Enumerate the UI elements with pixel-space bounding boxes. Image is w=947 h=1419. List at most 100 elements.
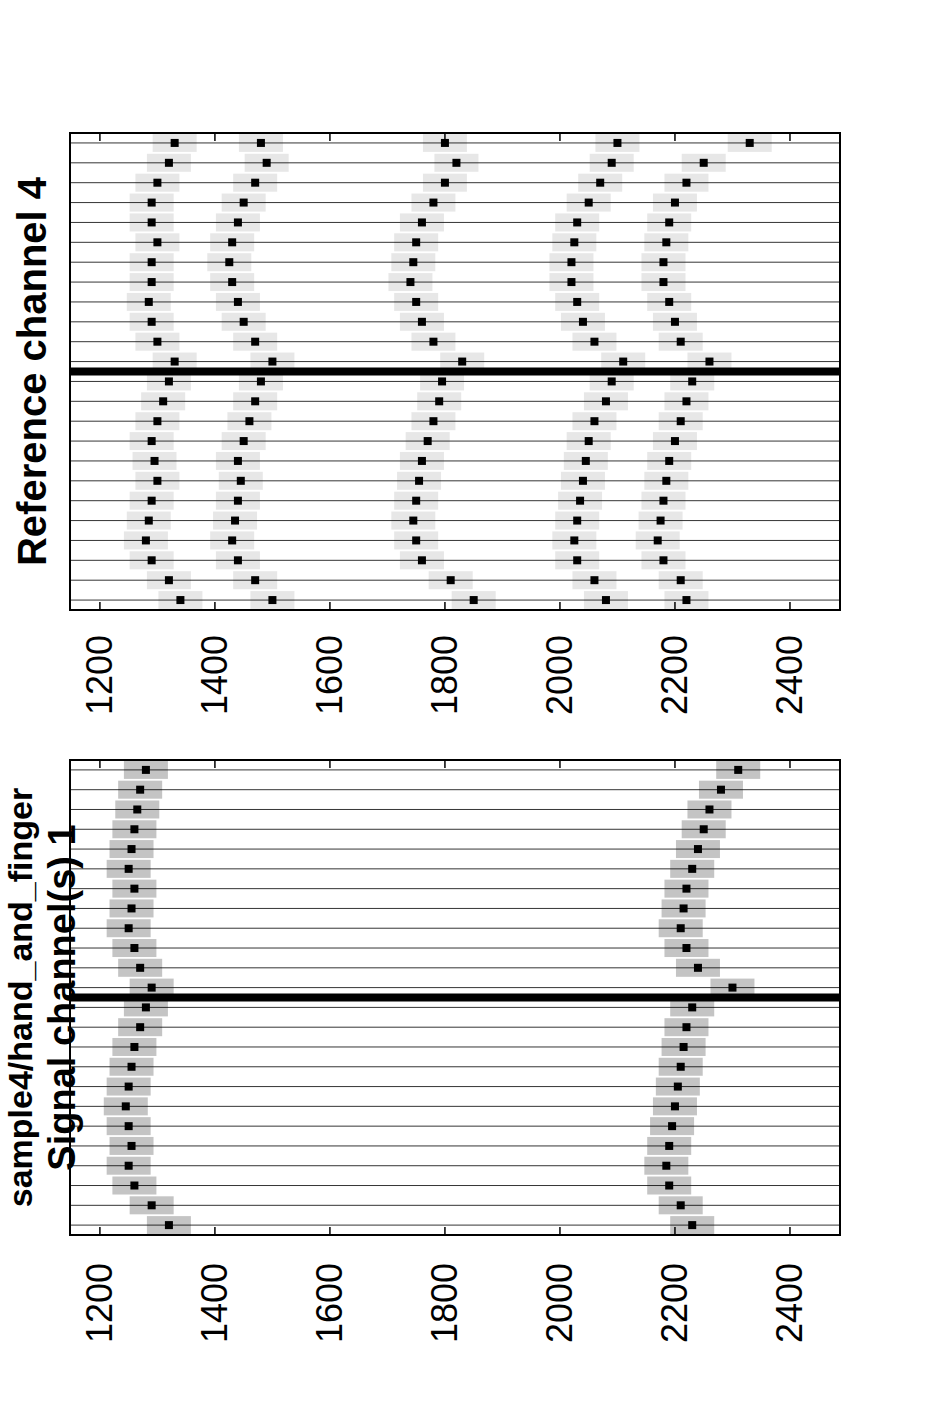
point xyxy=(153,338,161,346)
point xyxy=(148,258,156,266)
grid-line xyxy=(70,1205,840,1206)
point xyxy=(590,417,598,425)
point xyxy=(441,179,449,187)
grid-line xyxy=(70,1007,840,1008)
grid-line xyxy=(70,868,840,869)
point xyxy=(412,238,420,246)
point xyxy=(682,944,690,952)
figure: 1200140016001800200022002400Reference ch… xyxy=(0,0,947,1419)
point xyxy=(133,805,141,813)
point xyxy=(567,278,575,286)
tick xyxy=(444,133,446,141)
point xyxy=(234,457,242,465)
point xyxy=(165,576,173,584)
point xyxy=(746,139,754,147)
point xyxy=(234,497,242,505)
grid-line xyxy=(70,560,840,561)
point xyxy=(677,1201,685,1209)
point xyxy=(148,1201,156,1209)
tick-label: 2400 xyxy=(769,1263,810,1343)
point xyxy=(176,596,184,604)
point xyxy=(418,318,426,326)
point xyxy=(596,179,604,187)
point xyxy=(142,1003,150,1011)
point xyxy=(148,278,156,286)
point xyxy=(268,358,276,366)
grid-line xyxy=(70,1066,840,1067)
grid-line xyxy=(70,361,840,362)
point xyxy=(145,517,153,525)
point xyxy=(257,377,265,385)
point xyxy=(680,904,688,912)
point xyxy=(573,556,581,564)
grid-line xyxy=(70,600,840,601)
tick xyxy=(559,760,561,768)
point xyxy=(452,159,460,167)
point xyxy=(257,139,265,147)
grid-line xyxy=(70,262,840,263)
tick-label: 1400 xyxy=(194,1263,235,1343)
point xyxy=(694,845,702,853)
point xyxy=(128,904,136,912)
point xyxy=(682,885,690,893)
grid-line xyxy=(70,1225,840,1226)
tick xyxy=(214,1227,216,1235)
point xyxy=(424,437,432,445)
tick xyxy=(789,602,791,610)
tick-label: 1200 xyxy=(79,635,120,715)
point xyxy=(240,199,248,207)
point xyxy=(567,258,575,266)
frame xyxy=(70,760,840,1235)
grid-line xyxy=(70,908,840,909)
tick xyxy=(674,602,676,610)
point xyxy=(705,805,713,813)
tick-label: 2200 xyxy=(654,1263,695,1343)
point xyxy=(579,318,587,326)
point xyxy=(659,278,667,286)
point xyxy=(251,338,259,346)
point xyxy=(128,1063,136,1071)
grid-line xyxy=(70,222,840,223)
tick xyxy=(559,602,561,610)
point xyxy=(677,924,685,932)
frame xyxy=(70,133,840,610)
point xyxy=(145,298,153,306)
segment-boundary xyxy=(70,368,840,376)
point xyxy=(268,596,276,604)
point xyxy=(171,358,179,366)
point xyxy=(677,338,685,346)
point xyxy=(234,298,242,306)
point xyxy=(130,1043,138,1051)
point xyxy=(148,984,156,992)
grid-line xyxy=(70,341,840,342)
grid-line xyxy=(70,1106,840,1107)
tick-label: 1800 xyxy=(424,1263,465,1343)
grid-line xyxy=(70,142,840,143)
point xyxy=(245,417,253,425)
tick xyxy=(214,133,216,141)
point xyxy=(130,825,138,833)
point xyxy=(240,318,248,326)
point xyxy=(130,944,138,952)
point xyxy=(717,786,725,794)
grid-line xyxy=(70,182,840,183)
point xyxy=(153,179,161,187)
plot-area xyxy=(70,134,840,609)
point xyxy=(657,517,665,525)
grid-line xyxy=(70,1027,840,1028)
tick xyxy=(674,760,676,768)
point xyxy=(654,536,662,544)
tick xyxy=(559,133,561,141)
point xyxy=(228,278,236,286)
plot-area xyxy=(70,761,840,1234)
tick xyxy=(444,1227,446,1235)
tick xyxy=(789,1227,791,1235)
point xyxy=(225,258,233,266)
point xyxy=(228,536,236,544)
point xyxy=(153,238,161,246)
point xyxy=(582,457,590,465)
grid-line xyxy=(70,967,840,968)
point xyxy=(409,517,417,525)
point xyxy=(447,576,455,584)
segment-boundary xyxy=(70,994,840,1002)
